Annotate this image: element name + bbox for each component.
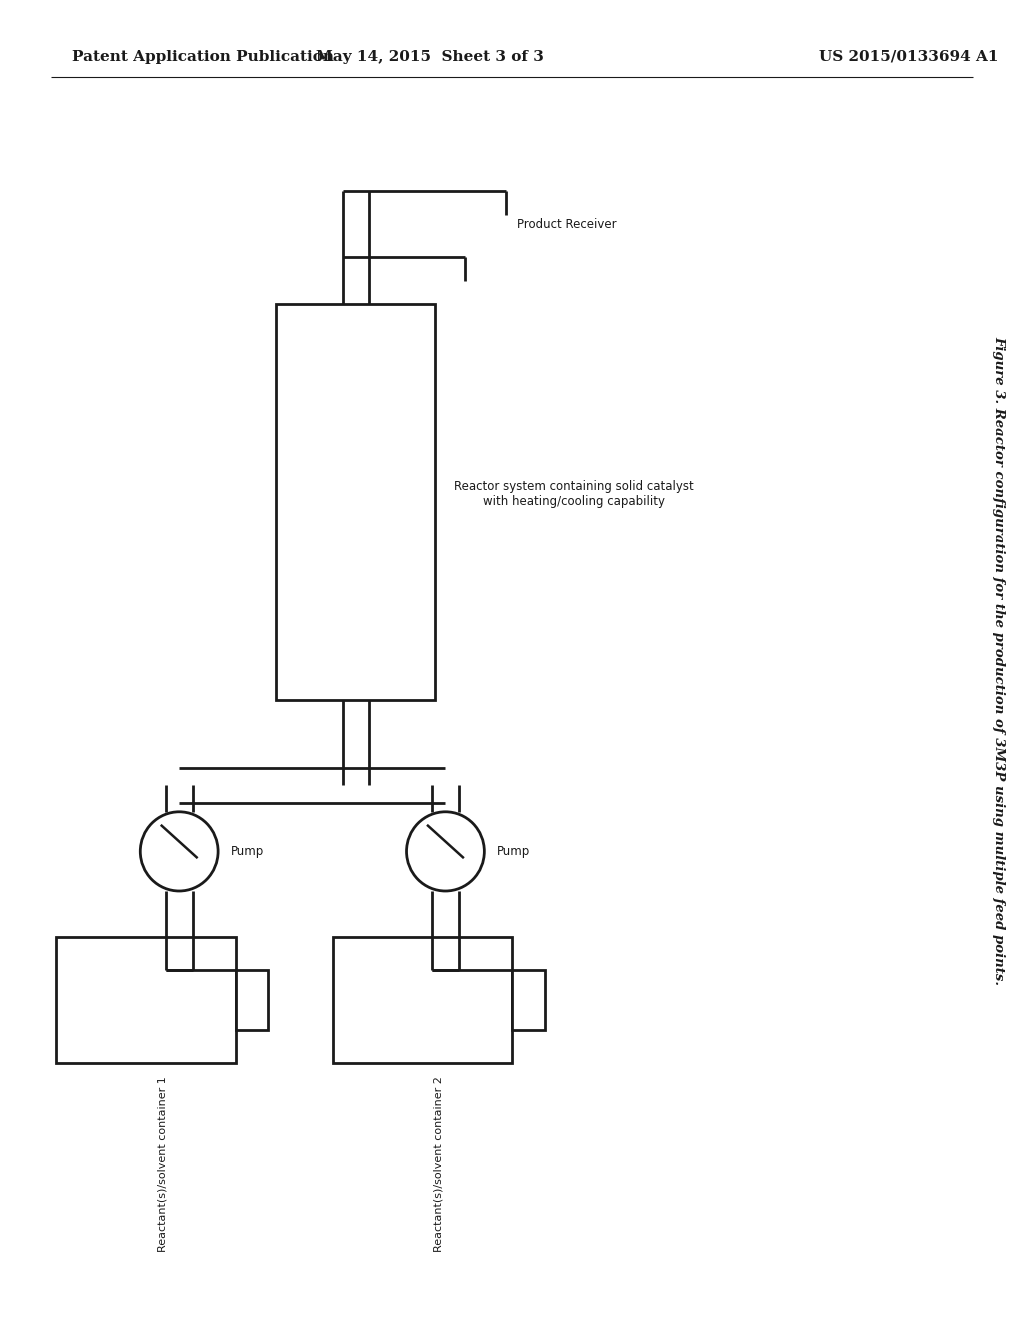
Ellipse shape	[140, 812, 218, 891]
Bar	[276, 304, 435, 700]
Ellipse shape	[407, 812, 484, 891]
Text: May 14, 2015  Sheet 3 of 3: May 14, 2015 Sheet 3 of 3	[316, 50, 544, 63]
Bar	[56, 937, 236, 1063]
Text: Patent Application Publication: Patent Application Publication	[72, 50, 334, 63]
Text: US 2015/0133694 A1: US 2015/0133694 A1	[819, 50, 998, 63]
Text: Reactor system containing solid catalyst
with heating/cooling capability: Reactor system containing solid catalyst…	[454, 479, 693, 508]
Text: Reactant(s)/solvent container 2: Reactant(s)/solvent container 2	[434, 1076, 443, 1251]
Text: Figure 3. Reactor configuration for the production of 3M3P using multiple feed p: Figure 3. Reactor configuration for the …	[992, 335, 1005, 985]
Bar	[512, 970, 545, 1030]
Text: Pump: Pump	[230, 845, 263, 858]
Text: Pump: Pump	[497, 845, 529, 858]
Text: Reactant(s)/solvent container 1: Reactant(s)/solvent container 1	[158, 1076, 167, 1251]
Bar	[333, 937, 512, 1063]
Bar	[236, 970, 268, 1030]
Text: Product Receiver: Product Receiver	[517, 218, 616, 231]
